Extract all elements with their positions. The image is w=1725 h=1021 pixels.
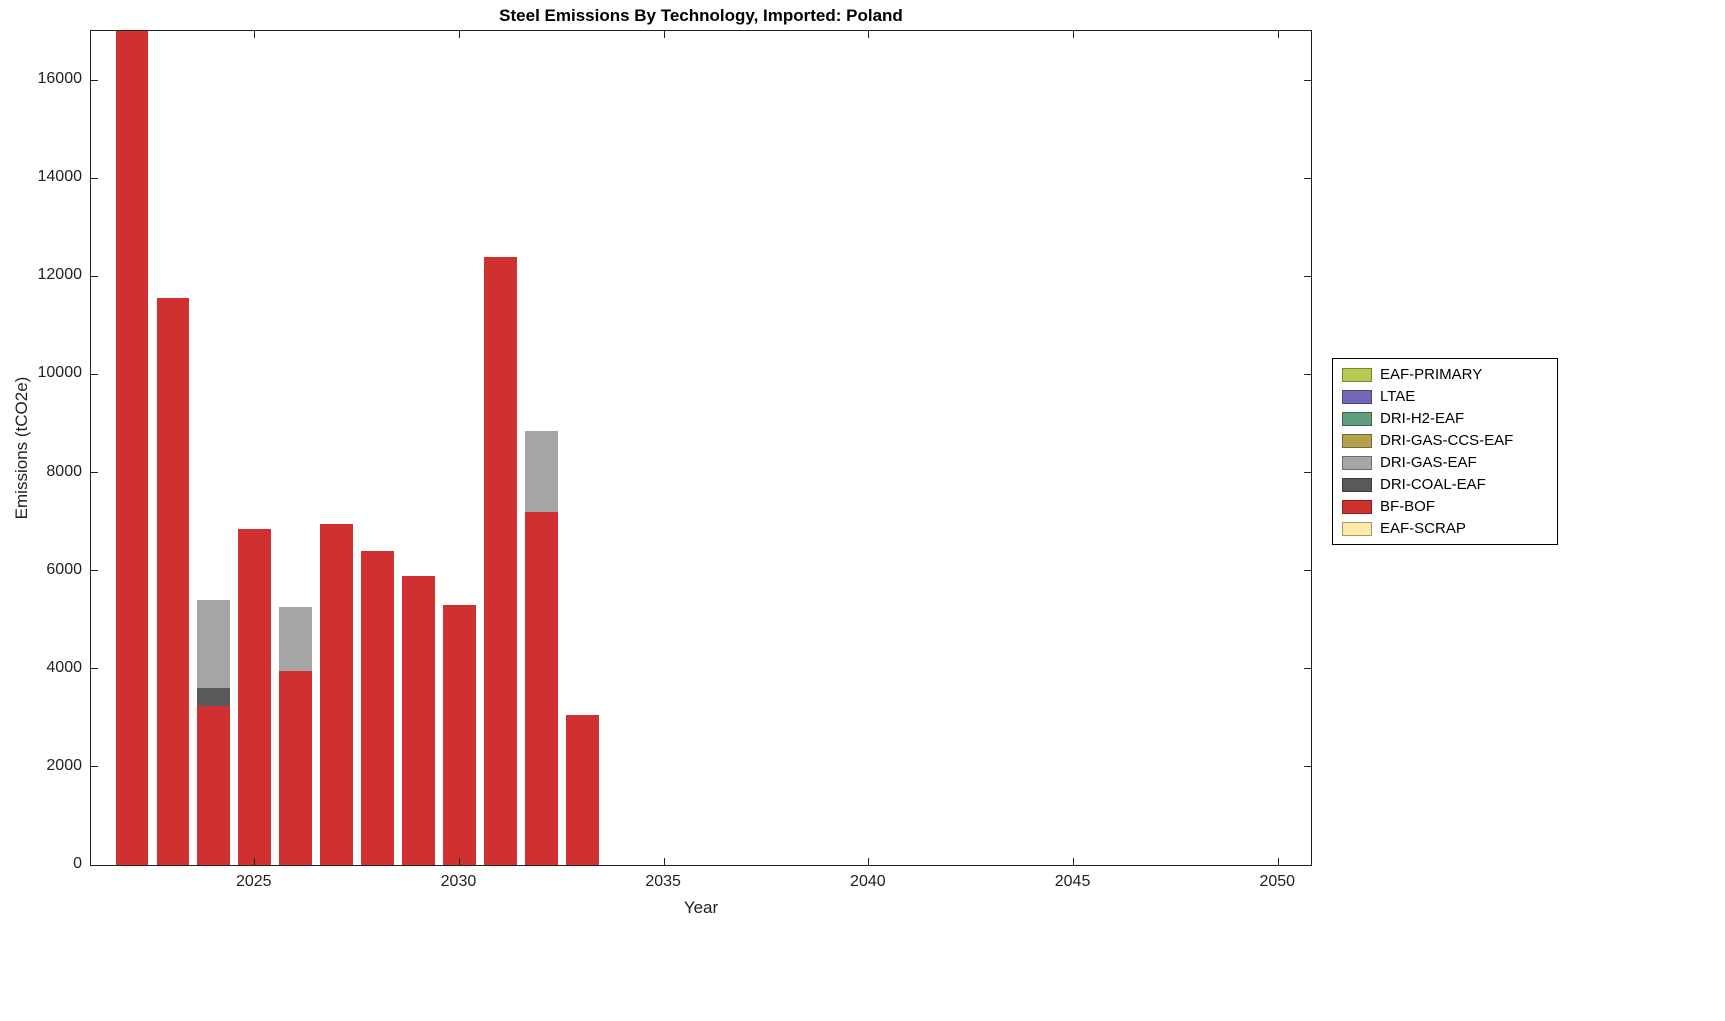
x-tick-mark — [254, 858, 256, 865]
y-tick-mark — [91, 668, 98, 670]
y-tick-mark-right — [1304, 570, 1311, 572]
y-tick-mark-right — [1304, 766, 1311, 768]
legend-item-ltae: LTAE — [1342, 388, 1548, 405]
y-tick-label: 12000 — [37, 266, 83, 284]
legend-item-dri-h2-eaf: DRI-H2-EAF — [1342, 410, 1548, 427]
y-tick-mark — [91, 472, 98, 474]
y-tick-mark-right — [1304, 275, 1311, 277]
x-axis-label: Year — [683, 898, 719, 917]
bar-segment-2026-bf-bof — [279, 671, 313, 865]
y-tick-mark-right — [1304, 373, 1311, 375]
legend-swatch — [1342, 411, 1372, 426]
bar-segment-2031-bf-bof — [484, 256, 517, 865]
bar-segment-2023-bf-bof — [156, 298, 190, 865]
legend-label: BF-BOF — [1380, 498, 1435, 515]
x-tick-mark-top — [458, 31, 460, 38]
legend-label: DRI-H2-EAF — [1380, 410, 1465, 427]
x-tick-label: 2040 — [850, 873, 886, 890]
legend-label: DRI-COAL-EAF — [1380, 476, 1486, 493]
x-tick-label: 2025 — [235, 873, 272, 890]
bar-segment-2024-bf-bof — [197, 705, 231, 865]
y-tick-label: 8000 — [46, 462, 82, 480]
y-tick-mark — [91, 177, 98, 179]
bar-segment-2022-bf-bof — [115, 31, 149, 865]
plot-area — [90, 30, 1312, 866]
legend-label: EAF-PRIMARY — [1380, 366, 1483, 383]
bar-segment-2024-dri-gas-eaf — [197, 600, 231, 689]
legend-swatch — [1342, 367, 1372, 382]
bar-segment-2032-dri-gas-eaf — [524, 430, 558, 512]
y-tick-mark-right — [1304, 472, 1311, 474]
y-tick-mark-right — [1304, 177, 1311, 179]
legend-item-dri-gas-eaf: DRI-GAS-EAF — [1342, 454, 1548, 471]
y-tick-mark — [91, 275, 98, 277]
y-tick-mark-right — [1304, 668, 1311, 670]
y-tick-mark — [91, 864, 98, 865]
bar-segment-2029-bf-bof — [402, 575, 435, 865]
x-tick-mark — [458, 858, 460, 865]
y-tick-mark-right — [1304, 79, 1311, 81]
legend-label: LTAE — [1380, 388, 1416, 405]
legend-item-dri-gas-ccs-eaf: DRI-GAS-CCS-EAF — [1342, 432, 1548, 449]
bar-segment-2027-bf-bof — [320, 524, 353, 865]
x-tick-mark — [868, 858, 870, 865]
legend-swatch — [1342, 433, 1372, 448]
x-tick-label: 2035 — [645, 873, 681, 890]
y-tick-mark — [91, 570, 98, 572]
bar-segment-2024-dri-coal-eaf — [197, 688, 231, 706]
legend-item-dri-coal-eaf: DRI-COAL-EAF — [1342, 476, 1548, 493]
bar-segment-2030-bf-bof — [443, 604, 476, 865]
legend-swatch — [1342, 521, 1372, 536]
bar-segment-2026-dri-gas-eaf — [279, 607, 313, 672]
y-tick-mark-right — [1304, 864, 1311, 865]
y-tick-label: 4000 — [46, 658, 82, 676]
legend-swatch — [1342, 499, 1372, 514]
y-tick-label: 6000 — [46, 560, 82, 578]
legend-swatch — [1342, 389, 1372, 404]
y-tick-mark — [91, 766, 98, 768]
x-tick-label: 2045 — [1054, 873, 1091, 890]
x-tick-label: 2050 — [1259, 873, 1296, 890]
bar-segment-2032-bf-bof — [524, 511, 558, 865]
chart-title: Steel Emissions By Technology, Imported:… — [499, 6, 903, 25]
bar-segment-2025-bf-bof — [238, 528, 272, 865]
y-tick-mark — [91, 79, 98, 81]
x-tick-mark — [1073, 858, 1075, 865]
x-tick-mark-top — [1277, 31, 1279, 38]
bar-segment-2028-bf-bof — [361, 551, 394, 865]
legend-label: DRI-GAS-CCS-EAF — [1380, 432, 1514, 449]
y-tick-label: 14000 — [37, 168, 83, 186]
y-tick-label: 10000 — [37, 364, 83, 382]
y-tick-label: 16000 — [37, 70, 83, 88]
x-tick-mark — [1277, 858, 1279, 865]
x-tick-label: 2030 — [440, 873, 477, 890]
legend-label: DRI-GAS-EAF — [1380, 454, 1477, 471]
legend-swatch — [1342, 455, 1372, 470]
legend-swatch — [1342, 477, 1372, 492]
x-tick-mark-top — [868, 31, 870, 38]
y-axis-label: Emissions (tCO2e) — [12, 376, 31, 520]
legend-label: EAF-SCRAP — [1380, 520, 1466, 537]
x-tick-mark-top — [663, 31, 665, 38]
x-tick-mark-top — [1073, 31, 1075, 38]
x-tick-mark-top — [254, 31, 256, 38]
y-tick-mark — [91, 373, 98, 375]
x-tick-mark — [663, 858, 665, 865]
y-tick-label: 2000 — [46, 756, 82, 774]
legend: EAF-PRIMARY LTAE DRI-H2-EAF DRI-GAS-CCS-EAF… — [1332, 358, 1558, 545]
legend-item-eaf-scrap: EAF-SCRAP — [1342, 520, 1548, 537]
bar-segment-2033-bf-bof — [565, 715, 599, 865]
legend-item-eaf-primary: EAF-PRIMARY — [1342, 366, 1548, 383]
y-tick-label: 0 — [73, 855, 82, 872]
legend-item-bf-bof: BF-BOF — [1342, 498, 1548, 515]
